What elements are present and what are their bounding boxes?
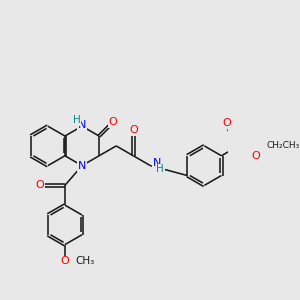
Text: CH₂CH₃: CH₂CH₃ (267, 141, 300, 150)
Text: O: O (108, 117, 117, 128)
Text: O: O (35, 180, 44, 190)
Text: O: O (129, 125, 138, 135)
Text: H: H (73, 115, 81, 125)
Text: O: O (223, 118, 232, 128)
Text: O: O (61, 256, 69, 266)
Text: N: N (153, 158, 161, 168)
Text: N: N (78, 120, 86, 130)
Text: O: O (251, 151, 260, 161)
Text: N: N (78, 161, 86, 171)
Text: H: H (157, 164, 164, 174)
Text: CH₃: CH₃ (76, 256, 95, 266)
